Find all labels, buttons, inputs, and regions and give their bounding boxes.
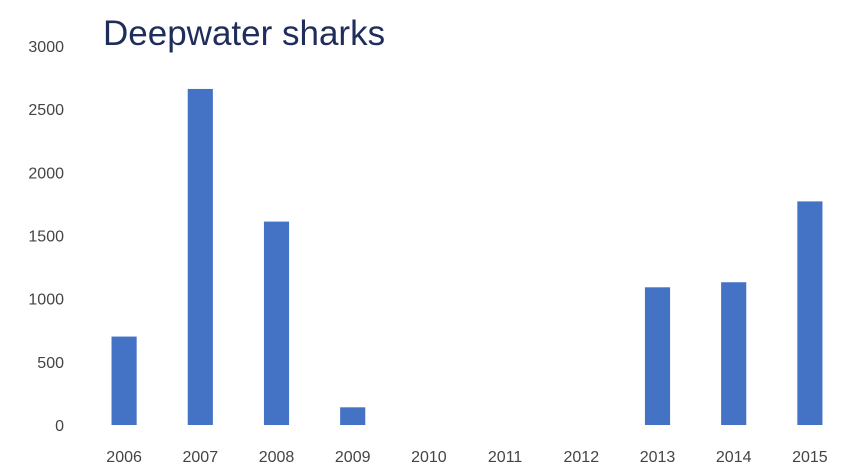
y-tick-label: 1000: [28, 292, 64, 309]
x-tick-label: 2009: [335, 449, 371, 466]
bar-2006: [111, 336, 137, 425]
y-tick-label: 2000: [28, 165, 64, 182]
x-tick-label: 2010: [411, 449, 447, 466]
y-axis-tick-labels: 0 500 1000 1500 2000 2500 3000: [28, 39, 64, 435]
chart-title: Deepwater sharks: [103, 14, 385, 53]
bar-series: [111, 88, 823, 425]
x-tick-label: 2008: [259, 449, 295, 466]
bar-2008: [263, 221, 290, 425]
bar-2007: [187, 88, 213, 425]
x-tick-label: 2015: [792, 449, 828, 466]
bar-2015: [797, 201, 823, 425]
y-tick-label: 2500: [28, 102, 64, 119]
x-tick-label: 2013: [640, 449, 676, 466]
x-axis-tick-labels: 2006 2007 2008 2009 2010 2011 2012 2013 2014 2015: [106, 449, 827, 466]
y-tick-label: 0: [55, 418, 64, 435]
bar-2009: [340, 407, 366, 425]
y-tick-label: 500: [37, 355, 64, 372]
x-tick-label: 2014: [716, 449, 752, 466]
bar-2014: [721, 282, 747, 425]
bar-2013: [644, 287, 671, 425]
x-tick-label: 2011: [488, 449, 523, 466]
x-tick-label: 2012: [564, 449, 600, 466]
y-tick-label: 1500: [28, 229, 64, 246]
y-tick-label: 3000: [28, 39, 64, 56]
x-tick-label: 2006: [106, 449, 142, 466]
x-tick-label: 2007: [183, 449, 219, 466]
